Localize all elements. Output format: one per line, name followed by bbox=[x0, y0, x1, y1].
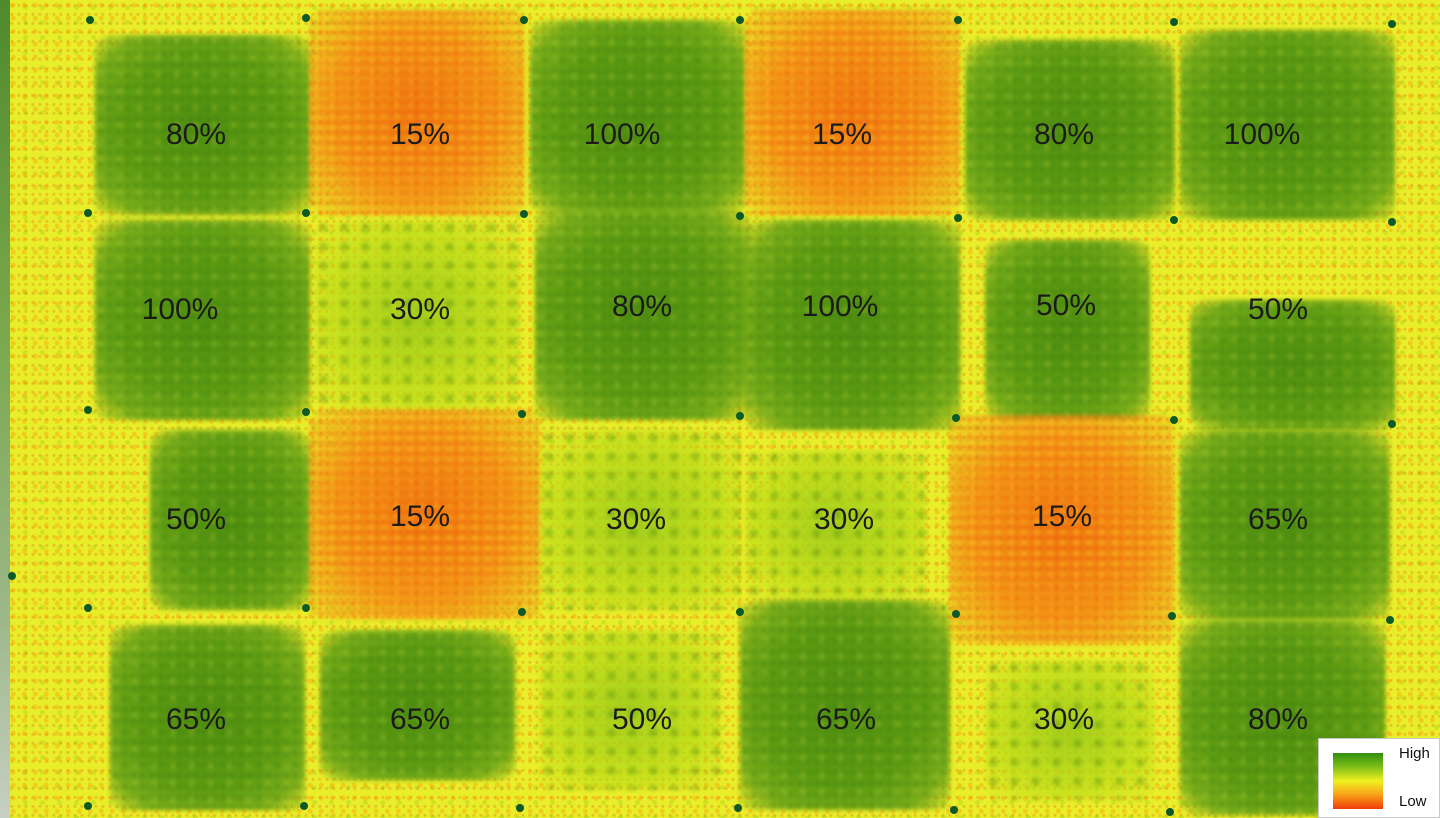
grid-marker bbox=[520, 210, 528, 218]
plot-r2c5 bbox=[985, 240, 1150, 420]
plot-r2c4 bbox=[745, 220, 960, 430]
plot-r1c2 bbox=[310, 10, 525, 215]
plot-label: 100% bbox=[1223, 118, 1301, 151]
grid-marker bbox=[84, 604, 92, 612]
image-left-border bbox=[0, 0, 10, 818]
plot-label: 100% bbox=[583, 118, 661, 151]
plot-r2c1 bbox=[95, 220, 310, 420]
plot-r1c5 bbox=[965, 40, 1175, 220]
grid-marker bbox=[86, 16, 94, 24]
plot-r2c3 bbox=[535, 210, 750, 420]
grid-marker bbox=[302, 14, 310, 22]
plot-label: 100% bbox=[141, 293, 219, 326]
grid-marker bbox=[8, 572, 16, 580]
plot-label: 30% bbox=[1033, 703, 1095, 736]
grid-marker bbox=[518, 410, 526, 418]
plot-r3c6 bbox=[1180, 430, 1390, 620]
grid-marker bbox=[302, 209, 310, 217]
plot-label: 65% bbox=[165, 703, 227, 736]
grid-marker bbox=[1388, 20, 1396, 28]
plot-r1c6 bbox=[1180, 30, 1395, 220]
plot-label: 100% bbox=[801, 290, 879, 323]
plot-label: 15% bbox=[389, 118, 451, 151]
grid-marker bbox=[520, 16, 528, 24]
plot-r4c3 bbox=[540, 630, 720, 790]
plot-label: 15% bbox=[1031, 500, 1093, 533]
grid-marker bbox=[950, 806, 958, 814]
grid-marker bbox=[302, 604, 310, 612]
plot-label: 80% bbox=[165, 118, 227, 151]
plot-r1c1 bbox=[95, 35, 310, 215]
plot-r3c5 bbox=[950, 415, 1175, 645]
plot-r3c4 bbox=[745, 450, 925, 600]
grid-marker bbox=[84, 406, 92, 414]
plot-label: 65% bbox=[1247, 503, 1309, 536]
grid-marker bbox=[1170, 416, 1178, 424]
plot-label: 50% bbox=[1247, 293, 1309, 326]
plot-r3c2 bbox=[310, 410, 540, 620]
grid-marker bbox=[1386, 616, 1394, 624]
plot-r4c4 bbox=[740, 600, 950, 810]
plot-r1c3 bbox=[530, 20, 745, 215]
color-legend: High Low bbox=[1318, 738, 1440, 818]
plot-r1c4 bbox=[745, 10, 960, 215]
plot-label: 65% bbox=[389, 703, 451, 736]
legend-low-label: Low bbox=[1399, 793, 1427, 810]
plot-r3c1 bbox=[150, 430, 310, 610]
grid-marker bbox=[518, 608, 526, 616]
grid-marker bbox=[84, 209, 92, 217]
grid-marker bbox=[302, 408, 310, 416]
plot-r4c1 bbox=[110, 625, 305, 810]
plot-label: 30% bbox=[605, 503, 667, 536]
grid-marker bbox=[736, 608, 744, 616]
plot-label: 50% bbox=[1035, 289, 1097, 322]
legend-high-label: High bbox=[1399, 745, 1430, 762]
plot-label: 30% bbox=[389, 293, 451, 326]
plot-r4c2 bbox=[320, 630, 515, 780]
grid-marker bbox=[736, 212, 744, 220]
grid-marker bbox=[1388, 420, 1396, 428]
grid-marker bbox=[1388, 218, 1396, 226]
plot-r2c2 bbox=[315, 220, 520, 410]
plot-label: 15% bbox=[389, 500, 451, 533]
plot-label: 30% bbox=[813, 503, 875, 536]
grid-marker bbox=[952, 414, 960, 422]
grid-marker bbox=[84, 802, 92, 810]
plot-label: 80% bbox=[611, 290, 673, 323]
grid-marker bbox=[1170, 216, 1178, 224]
plot-label: 65% bbox=[815, 703, 877, 736]
grid-marker bbox=[1168, 612, 1176, 620]
plot-r3c3 bbox=[540, 430, 740, 610]
grid-marker bbox=[300, 802, 308, 810]
grid-marker bbox=[736, 412, 744, 420]
plot-label: 80% bbox=[1033, 118, 1095, 151]
grid-marker bbox=[1170, 18, 1178, 26]
grid-marker bbox=[952, 610, 960, 618]
grid-marker bbox=[954, 214, 962, 222]
grid-marker bbox=[1166, 808, 1174, 816]
grid-marker bbox=[736, 16, 744, 24]
plot-label: 50% bbox=[165, 503, 227, 536]
plot-r4c5 bbox=[985, 660, 1155, 800]
legend-color-ramp bbox=[1333, 753, 1383, 809]
plot-label: 15% bbox=[811, 118, 873, 151]
grid-marker bbox=[954, 16, 962, 24]
plot-label: 80% bbox=[1247, 703, 1309, 736]
grid-marker bbox=[734, 804, 742, 812]
plot-r2c6 bbox=[1190, 300, 1395, 430]
grid-marker bbox=[516, 804, 524, 812]
plot-label: 50% bbox=[611, 703, 673, 736]
